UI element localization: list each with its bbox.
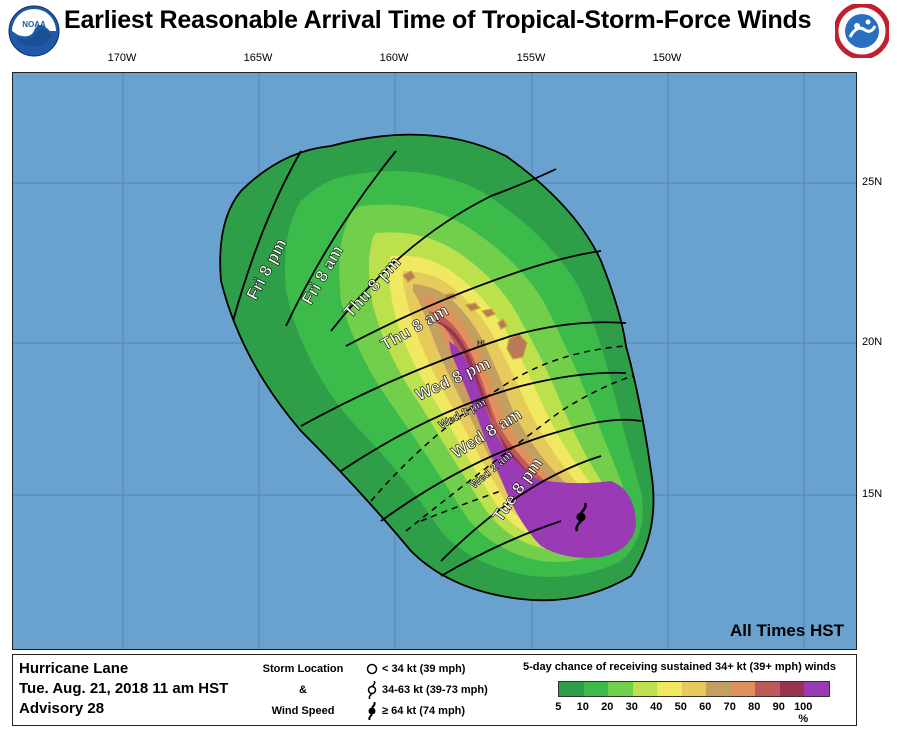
colorbar-swatch	[608, 682, 633, 696]
colorbar-tick-label: 30	[625, 701, 638, 713]
colorbar-swatch	[583, 682, 608, 696]
colorbar-swatch	[681, 682, 706, 696]
lon-label-165w: 165W	[243, 52, 273, 64]
colorbar-swatch	[657, 682, 682, 696]
ampersand-label: &	[299, 684, 307, 696]
storm-key-labels: Storm Location & Wind Speed	[253, 659, 353, 722]
colorbar-tick-label: 80	[748, 701, 761, 713]
colorbar-tick-label: 50	[674, 701, 687, 713]
hurricane-symbol	[575, 502, 587, 532]
probability-legend-title: 5-day chance of receiving sustained 34+ …	[523, 661, 836, 673]
colorbar-tick-label: 60	[699, 701, 712, 713]
open-circle-icon	[366, 663, 378, 674]
colorbar-tick-label: 5	[555, 701, 562, 713]
probability-colorbar	[558, 681, 830, 697]
colorbar-swatch	[779, 682, 804, 696]
colorbar-swatch	[804, 682, 829, 696]
colorbar-tick-label: 40	[650, 701, 663, 713]
advisory-info: Hurricane Lane Tue. Aug. 21, 2018 11 am …	[19, 659, 228, 719]
colorbar-tick-label: 20	[601, 701, 614, 713]
map-panel: HI Fri 8 pm Fri 8 am Thu 8 pm Thu 8 am W…	[12, 72, 857, 650]
intermediate-contours	[370, 345, 634, 532]
noaa-logo: NOAA	[8, 5, 60, 57]
lat-label-20n: 20N	[862, 336, 883, 348]
svg-text:NOAA: NOAA	[22, 20, 46, 29]
lon-label-170w: 170W	[107, 52, 137, 64]
advisory-datetime: Tue. Aug. 21, 2018 11 am HST	[19, 680, 229, 697]
symbol-row-64kt: ≥ 64 kt (74 mph)	[365, 700, 488, 721]
symbol-row-34-63kt: 34-63 kt (39-73 mph)	[365, 679, 488, 700]
lon-label-160w: 160W	[379, 52, 409, 64]
colorbar-tick-label: 100 %	[794, 701, 813, 725]
advisory-number: Advisory 28	[19, 700, 105, 717]
hurricane-icon	[368, 701, 376, 720]
symbol-row-below-34kt: < 34 kt (39 mph)	[365, 658, 488, 679]
colorbar-tick-label: 90	[772, 701, 785, 713]
colorbar-swatch	[559, 682, 584, 696]
legend-panel: Hurricane Lane Tue. Aug. 21, 2018 11 am …	[12, 654, 857, 726]
lat-label-25n: 25N	[862, 176, 883, 188]
storm-name: Hurricane Lane	[19, 660, 129, 677]
colorbar-swatch	[632, 682, 657, 696]
lon-label-150w: 150W	[652, 52, 682, 64]
probability-bands	[219, 133, 655, 602]
colorbar-swatch	[730, 682, 755, 696]
times-note: All Times HST	[730, 621, 844, 640]
colorbar-swatch	[706, 682, 731, 696]
colorbar-swatch	[755, 682, 780, 696]
storm-location-label: Storm Location	[262, 663, 344, 675]
tropical-storm-icon	[367, 680, 377, 699]
probability-map: HI Fri 8 pm Fri 8 am Thu 8 pm Thu 8 am W…	[13, 73, 856, 649]
colorbar-tick-label: 70	[723, 701, 736, 713]
colorbar-ticks: 5 10 20 30 40 50 60 70 80 90 100 %	[546, 701, 816, 725]
page-title: Earliest Reasonable Arrival Time of Trop…	[64, 6, 812, 34]
arrival-contours	[232, 150, 642, 577]
wind-speed-label: Wind Speed	[271, 705, 335, 717]
storm-symbol-key: < 34 kt (39 mph) 34-63 kt (39-73 mph) ≥ …	[365, 658, 488, 721]
colorbar-tick-label: 10	[576, 701, 589, 713]
nws-logo	[835, 4, 889, 58]
lat-label-15n: 15N	[862, 488, 883, 500]
lon-label-155w: 155W	[516, 52, 546, 64]
island-label: HI	[477, 339, 485, 348]
